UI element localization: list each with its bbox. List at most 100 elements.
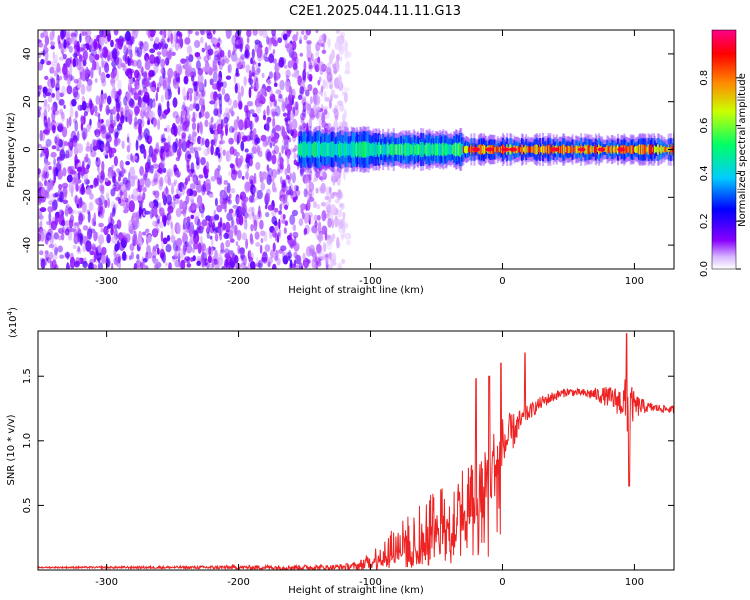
spectrogram-cell <box>309 58 315 68</box>
spectrogram-cell <box>283 112 287 117</box>
spectrogram-cell <box>179 120 184 132</box>
spectrogram-cell <box>326 143 329 156</box>
spectrogram-cell <box>97 119 102 129</box>
spectrogram-cell <box>157 105 162 117</box>
spectrogram-cell <box>434 143 437 156</box>
spectrogram-cell <box>588 144 591 155</box>
spectrogram-cell <box>228 208 234 214</box>
spectrogram-cell <box>147 76 152 81</box>
spectrogram-cell <box>264 244 271 252</box>
spectrogram-cell <box>304 102 310 111</box>
spectrogram-cell <box>105 135 112 143</box>
spectrogram-cell <box>286 103 293 113</box>
spectrogram-cell <box>228 63 232 74</box>
spectrogram-cell <box>52 165 57 177</box>
colorbar-tick-label: 0.2 <box>699 213 710 229</box>
spectrogram-cell <box>271 30 276 37</box>
spectrogram-cell <box>155 91 158 102</box>
spectrogram-cell <box>184 37 191 45</box>
spectrogram-cell <box>216 253 223 261</box>
spectrogram-cell <box>243 76 247 87</box>
spectrogram-cell <box>317 234 324 242</box>
colorbar-label: Normalized spectral amplitude <box>737 73 748 227</box>
spectrogram-cell <box>188 54 194 63</box>
spectrogram-cell <box>55 162 62 172</box>
spectrogram-cell <box>76 232 80 237</box>
spectrogram-cell <box>76 203 80 209</box>
spectrogram-cell <box>59 75 63 81</box>
spectrogram-cell <box>594 144 597 155</box>
spectrogram-cell <box>453 143 456 156</box>
spectrogram-cell <box>209 100 216 105</box>
spectrogram-cell <box>81 100 87 111</box>
spectrogram-cell <box>362 141 365 158</box>
spectrogram-cell <box>255 61 259 71</box>
spectrogram-cell <box>121 168 127 175</box>
spectrogram-cell <box>82 167 89 175</box>
spectrogram-cell <box>132 77 136 83</box>
spectrogram-cell <box>130 153 133 162</box>
spectrogram-cell <box>307 211 313 218</box>
spectrogram-cell <box>70 32 77 38</box>
spectrogram-cell <box>268 71 273 79</box>
spectrogram-cell <box>186 216 191 224</box>
spectrogram-cell <box>380 144 382 155</box>
spectrogram-cell <box>208 121 213 129</box>
spectrogram-cell <box>587 145 590 154</box>
spectrogram-cell <box>609 146 612 153</box>
spectrogram-cell <box>52 124 56 134</box>
spectrogram-cell <box>255 256 259 266</box>
spectrogram-cell <box>339 141 342 158</box>
spectrogram-cell <box>142 260 146 268</box>
spectrogram-cell <box>569 146 572 153</box>
spectrogram-cell <box>256 115 260 122</box>
spectrogram-cell <box>161 41 164 48</box>
spectrogram-cell <box>333 94 339 99</box>
spectrogram-cell <box>222 149 226 156</box>
spectrogram-cell <box>117 232 124 242</box>
spectrogram-cell <box>65 204 70 209</box>
spectrogram-cell <box>234 255 239 264</box>
spectrogram-cell <box>39 153 43 158</box>
spectrogram-cell <box>263 109 266 118</box>
spectrogram-cell <box>238 248 242 255</box>
spectrogram-cell <box>144 161 150 173</box>
spectrogram-cell <box>207 54 211 61</box>
spectrogram-cell <box>472 147 481 152</box>
spectrogram-cell <box>200 235 203 244</box>
spectrogram-cell <box>98 234 105 245</box>
spectrogram-cell <box>125 161 130 166</box>
spectrogram-cell <box>152 220 158 227</box>
spectrogram-cell <box>261 72 265 79</box>
spectrogram-cell <box>264 46 269 55</box>
spectrogram-cell <box>44 237 49 245</box>
spectrogram-cell <box>69 256 76 269</box>
spectrogram-cell <box>164 57 170 66</box>
spectrogram-cell <box>338 227 345 234</box>
spectrogram-cell <box>77 104 81 111</box>
spectrogram-cell <box>66 40 70 49</box>
spectrogram-cell <box>246 30 252 38</box>
spectrogram-cell <box>213 44 218 50</box>
spectrogram-cell <box>289 120 293 131</box>
spectrogram-cell <box>153 178 158 183</box>
spectrogram-cell <box>240 53 246 60</box>
spectrogram-cell <box>338 75 342 87</box>
spectrogram-cell <box>543 146 546 153</box>
snr-scale-prefix: (x10 <box>8 315 19 338</box>
spectrogram-cell <box>223 112 227 119</box>
spectrogram-cell <box>125 180 131 191</box>
spectrogram-cell <box>82 131 86 141</box>
spectrogram-cell <box>318 141 320 159</box>
spectrogram-cell <box>335 30 341 34</box>
spectrogram-cell <box>163 30 167 39</box>
spectrogram-cell <box>44 75 49 80</box>
colorbar-gradient <box>711 29 737 270</box>
spectrogram-cell <box>58 98 65 106</box>
spectrogram-cell <box>76 40 80 53</box>
spectrogram-cell <box>166 168 173 178</box>
spectrogram-cell <box>105 119 111 128</box>
spectrogram-cell <box>183 217 186 230</box>
spectrogram-cell <box>79 33 82 43</box>
